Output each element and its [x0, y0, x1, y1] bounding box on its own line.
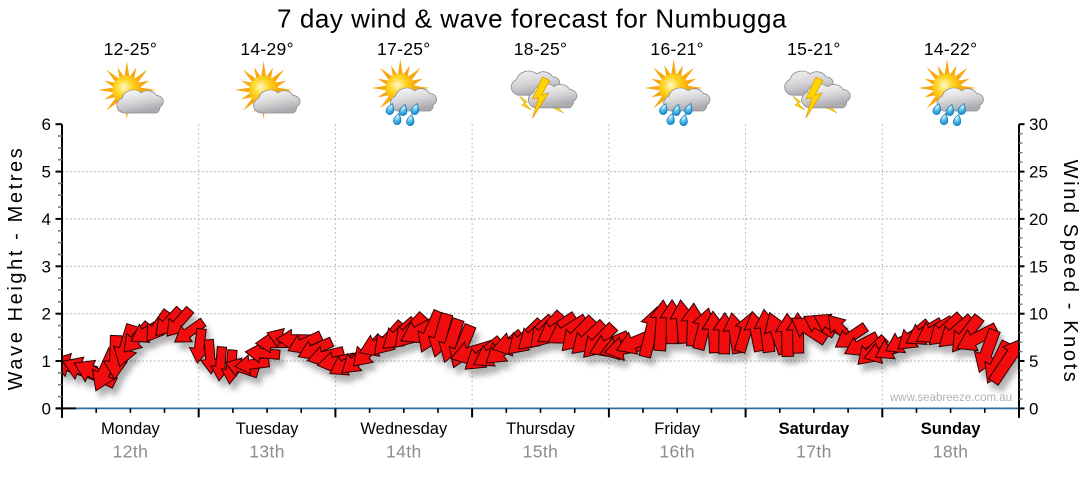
- svg-text:Wave Height - Metres: Wave Height - Metres: [5, 146, 27, 391]
- svg-text:14-22°: 14-22°: [924, 39, 978, 59]
- svg-text:18th: 18th: [933, 442, 969, 462]
- svg-text:12-25°: 12-25°: [104, 39, 158, 59]
- svg-text:6: 6: [42, 115, 51, 134]
- svg-text:Sunday: Sunday: [921, 420, 981, 438]
- svg-text:15th: 15th: [523, 442, 559, 462]
- svg-text:20: 20: [1029, 210, 1048, 229]
- svg-text:Monday: Monday: [101, 420, 160, 438]
- svg-text:16-21°: 16-21°: [650, 39, 704, 59]
- svg-text:17th: 17th: [796, 442, 832, 462]
- svg-text:www.seabreeze.com.au: www.seabreeze.com.au: [889, 392, 1012, 404]
- svg-text:16th: 16th: [659, 442, 695, 462]
- svg-text:Thursday: Thursday: [506, 420, 576, 438]
- svg-text:12th: 12th: [113, 442, 149, 462]
- svg-text:5: 5: [42, 163, 51, 182]
- svg-text:7 day wind & wave forecast for: 7 day wind & wave forecast for Numbugga: [277, 4, 787, 34]
- svg-text:5: 5: [1029, 352, 1038, 371]
- svg-text:0: 0: [42, 399, 51, 418]
- svg-text:Saturday: Saturday: [779, 420, 850, 438]
- svg-text:Wind Speed - Knots: Wind Speed - Knots: [1059, 160, 1080, 385]
- svg-text:4: 4: [42, 210, 51, 229]
- svg-text:14-29°: 14-29°: [240, 39, 294, 59]
- svg-text:2: 2: [42, 305, 51, 324]
- svg-text:Tuesday: Tuesday: [236, 420, 299, 438]
- svg-text:Friday: Friday: [654, 420, 701, 438]
- svg-text:25: 25: [1029, 163, 1048, 182]
- svg-text:13th: 13th: [249, 442, 285, 462]
- svg-text:3: 3: [42, 257, 51, 276]
- svg-text:14th: 14th: [386, 442, 422, 462]
- svg-text:0: 0: [1029, 399, 1038, 418]
- svg-text:30: 30: [1029, 115, 1048, 134]
- svg-text:15-21°: 15-21°: [787, 39, 841, 59]
- svg-text:Wednesday: Wednesday: [360, 420, 448, 438]
- svg-text:15: 15: [1029, 257, 1048, 276]
- svg-text:18-25°: 18-25°: [514, 39, 568, 59]
- svg-text:1: 1: [42, 352, 51, 371]
- svg-text:17-25°: 17-25°: [377, 39, 431, 59]
- svg-text:10: 10: [1029, 305, 1048, 324]
